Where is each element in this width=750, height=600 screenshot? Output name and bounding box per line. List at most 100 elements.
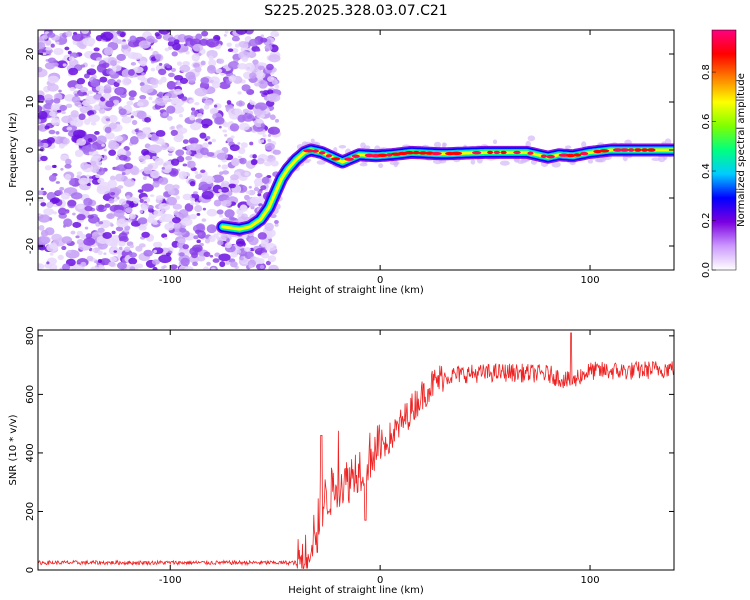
- noise-speckle: [197, 255, 206, 262]
- noise-speckle: [76, 230, 83, 236]
- noise-speckle: [217, 164, 221, 168]
- noise-speckle: [53, 211, 57, 215]
- noise-speckle: [109, 70, 116, 75]
- noise-speckle: [226, 100, 232, 105]
- noise-speckle: [98, 108, 106, 114]
- snr-x-ticks: -100 0 100: [159, 330, 600, 586]
- noise-speckle: [189, 114, 196, 121]
- ridge-peak: [325, 154, 332, 158]
- noise-speckle: [38, 110, 48, 120]
- noise-speckle: [155, 195, 165, 201]
- noise-speckle: [141, 183, 154, 192]
- noise-speckle: [219, 261, 226, 268]
- noise-speckle: [59, 104, 68, 112]
- noise-speckle: [70, 230, 76, 235]
- ridge-peak: [450, 151, 463, 156]
- noise-speckle: [154, 157, 164, 166]
- noise-speckle: [49, 111, 56, 117]
- noise-speckle: [120, 41, 127, 46]
- noise-speckle: [58, 207, 67, 216]
- noise-speckle: [76, 204, 85, 210]
- noise-speckle: [38, 42, 46, 50]
- noise-speckle: [267, 133, 272, 138]
- noise-speckle: [45, 46, 52, 51]
- noise-speckle: [150, 47, 154, 51]
- noise-speckle: [244, 62, 255, 72]
- snr-x-tick-label: 0: [377, 575, 383, 586]
- noise-speckle: [108, 114, 118, 123]
- noise-speckle: [101, 143, 106, 147]
- noise-speckle: [80, 64, 86, 68]
- noise-speckle: [105, 132, 115, 140]
- colorbar-scale: [711, 29, 737, 271]
- noise-speckle: [151, 259, 160, 265]
- noise-speckle: [249, 141, 254, 146]
- noise-speckle: [204, 99, 213, 106]
- noise-speckle: [254, 172, 263, 179]
- noise-speckle: [260, 185, 267, 191]
- noise-speckle: [238, 40, 249, 48]
- noise-speckle: [185, 150, 192, 156]
- noise-speckle: [152, 155, 157, 159]
- ridge-peak: [647, 148, 656, 152]
- noise-speckle: [103, 84, 112, 94]
- noise-speckle: [256, 119, 263, 124]
- noise-speckle: [171, 217, 181, 224]
- noise-speckle: [71, 33, 84, 42]
- noise-speckle: [106, 222, 111, 226]
- noise-speckle: [200, 147, 209, 156]
- noise-speckle: [221, 170, 230, 175]
- noise-speckle: [194, 87, 208, 97]
- noise-speckle: [44, 103, 53, 110]
- noise-speckle: [65, 158, 72, 166]
- noise-speckle: [215, 68, 223, 74]
- snr-x-label: Height of straight line (km): [288, 585, 424, 596]
- noise-speckle: [123, 50, 129, 57]
- noise-speckle: [38, 125, 44, 130]
- noise-speckle: [57, 254, 64, 261]
- noise-speckle: [71, 95, 81, 104]
- noise-speckle: [38, 225, 45, 231]
- noise-speckle: [265, 243, 277, 252]
- noise-speckle: [127, 219, 133, 223]
- noise-speckle: [53, 47, 64, 56]
- noise-speckle: [49, 252, 54, 256]
- noise-speckle: [187, 74, 197, 83]
- noise-speckle: [85, 233, 93, 239]
- noise-speckle: [228, 183, 236, 189]
- noise-speckle: [250, 196, 261, 205]
- noise-speckle: [248, 264, 254, 269]
- noise-speckle: [227, 48, 234, 53]
- noise-speckle: [219, 214, 224, 218]
- spectrogram-x-tick-label: -100: [159, 275, 182, 286]
- noise-speckle: [80, 261, 87, 268]
- spectrogram-y-tick-label: 20: [25, 48, 36, 61]
- noise-speckle: [194, 205, 203, 212]
- noise-speckle: [208, 235, 216, 243]
- ridge-halo: [664, 138, 672, 145]
- noise-speckle: [267, 126, 280, 135]
- noise-speckle: [255, 48, 261, 52]
- noise-speckle: [50, 43, 55, 48]
- ridge-halo: [378, 163, 384, 169]
- noise-speckle: [236, 100, 245, 107]
- noise-speckle: [112, 99, 120, 104]
- ridge-peak: [619, 148, 630, 152]
- noise-speckle: [177, 34, 187, 43]
- noise-speckle: [241, 56, 249, 62]
- noise-speckle: [83, 73, 90, 79]
- noise-speckle: [76, 77, 86, 85]
- noise-speckle: [97, 177, 105, 184]
- noise-speckle: [83, 237, 96, 246]
- noise-speckle: [55, 181, 61, 184]
- ridge-halo: [389, 161, 400, 166]
- noise-speckle: [242, 113, 255, 122]
- noise-speckle: [141, 204, 148, 211]
- noise-speckle: [143, 249, 153, 257]
- ridge-halo: [551, 161, 561, 168]
- noise-speckle: [44, 94, 53, 101]
- noise-speckle: [182, 163, 188, 167]
- noise-speckle: [159, 210, 166, 215]
- noise-speckle: [161, 167, 165, 170]
- noise-speckle: [47, 75, 59, 84]
